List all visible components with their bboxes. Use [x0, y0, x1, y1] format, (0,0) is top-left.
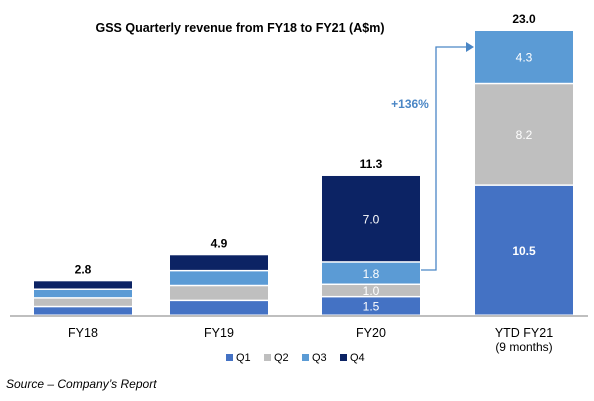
bar-group: 1.5 1.0 1.8 7.0 10.5 8.2 4.3: [34, 31, 573, 315]
legend-swatch: [226, 354, 233, 361]
growth-annotation: +136%: [391, 42, 474, 271]
total-label: 23.0: [512, 12, 536, 26]
total-label: 2.8: [75, 262, 92, 276]
bar-segment-fy20-q1: [322, 297, 420, 315]
chart-title: GSS Quarterly revenue from FY18 to FY21 …: [96, 21, 385, 35]
bar-segment-fy19-q2: [170, 286, 268, 300]
bar-segment-fy20-q2: [322, 285, 420, 296]
bar-segment-fy19-q3: [170, 271, 268, 285]
bar-segment-fy20-q3: [322, 262, 420, 284]
data-label: 1.8: [363, 267, 380, 281]
legend-label: Q4: [350, 352, 365, 364]
total-label: 4.9: [211, 236, 228, 250]
x-tick-label: YTD FY21: [495, 326, 553, 340]
bar-segment-ytd-fy21-q1: [475, 185, 573, 315]
bar-segment-fy18-q2: [34, 298, 132, 306]
legend-swatch: [340, 354, 347, 361]
bar-segment-fy19-q1: [170, 301, 268, 315]
bar-segment-ytd-fy21-q2: [475, 84, 573, 185]
legend: Q1 Q2 Q3 Q4: [226, 352, 365, 364]
x-tick-label: FY19: [204, 326, 234, 340]
total-label: 11.3: [360, 157, 383, 171]
x-tick-label: FY20: [356, 326, 386, 340]
legend-label: Q1: [236, 352, 251, 364]
data-label: 8.2: [516, 128, 533, 142]
x-axis-labels: FY18 FY19 FY20 YTD FY21(9 months): [68, 326, 553, 354]
data-label: 10.5: [512, 244, 536, 258]
legend-label: Q3: [312, 352, 327, 364]
bar-segment-fy18-q4: [34, 281, 132, 289]
bar-segment-fy19-q4: [170, 255, 268, 270]
growth-arrow-line: [421, 46, 466, 271]
total-labels: 2.8 4.9 11.3 23.0: [75, 12, 536, 276]
growth-label: +136%: [391, 97, 429, 111]
legend-label: Q2: [274, 352, 289, 364]
bar-segment-fy18-q3: [34, 289, 132, 298]
source-note: Source – Company’s Report: [6, 377, 157, 391]
growth-arrow-head: [466, 42, 474, 52]
bar-segment-ytd-fy21-q3: [475, 31, 573, 83]
x-tick-label: FY18: [68, 326, 98, 340]
legend-swatch: [302, 354, 309, 361]
bar-segment-fy20-q4: [322, 175, 420, 262]
data-label: 1.0: [363, 284, 380, 298]
bar-segment-fy18-q1: [34, 307, 132, 315]
data-label: 4.3: [516, 51, 533, 65]
data-label: 1.5: [363, 300, 380, 314]
x-tick-sublabel: (9 months): [495, 340, 552, 354]
legend-swatch: [264, 354, 271, 361]
data-label: 7.0: [363, 212, 380, 226]
